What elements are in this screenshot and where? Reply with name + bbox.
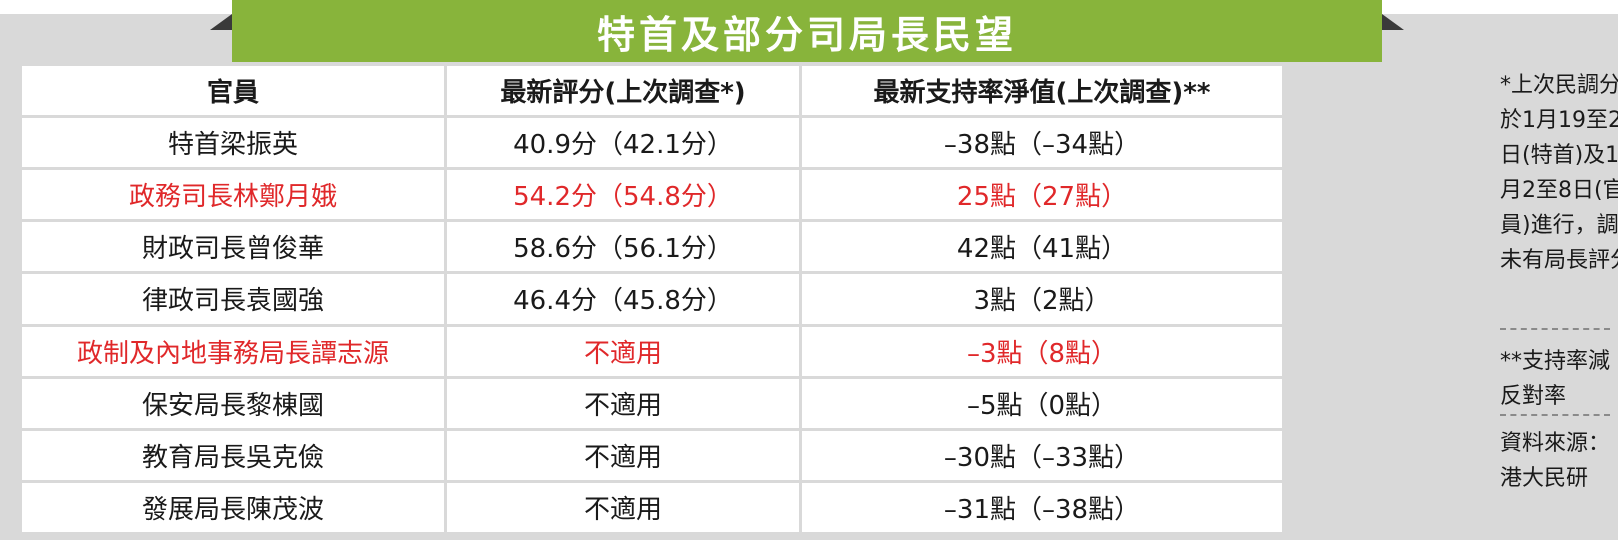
net-support: 3點（2點） [802,274,1282,324]
net-support: 25點（27點） [802,170,1282,220]
rating-score: 54.2分（54.8分） [447,170,799,220]
official-name: 政務司長林鄭月娥 [22,170,444,220]
net-support: –38點（–34點） [802,118,1282,168]
rating-score: 不適用 [447,482,799,532]
table-row: 律政司長袁國強 46.4分（45.8分） 3點（2點） [22,274,1518,324]
source-note: 資料來源： 港大民研 [1500,431,1611,491]
table-row: 教育局長吳克儉 不適用 –30點（–33點） [22,430,1518,480]
official-name: 保安局長黎棟國 [22,378,444,428]
table-header-row: 官員 最新評分(上次調查*) 最新支持率淨值(上次調查)** [22,66,1518,116]
net-definition-note: **支持率減 反對率 [1500,349,1611,409]
table-row: 保安局長黎棟國 不適用 –5點（0點） [22,378,1518,428]
net-support: –30點（–33點） [802,430,1282,480]
rating-score: 不適用 [447,378,799,428]
ratings-table: 官員 最新評分(上次調查*) 最新支持率淨值(上次調查)** 特首梁振英 40.… [22,66,1518,532]
rating-score: 46.4分（45.8分） [447,274,799,324]
note-divider [1500,414,1610,416]
survey-dates-note: *上次民調分別 於1月19至21 日(特首)及1 月2至8日(官 員)進行，調查… [1500,73,1618,273]
title-corner-right [1382,14,1404,30]
footnotes-panel: *上次民調分別 於1月19至21 日(特首)及1 月2至8日(官 員)進行，調查… [1500,66,1618,532]
title-bar: 特首及部分司局長民望 [232,0,1382,62]
table-row: 財政司長曾俊華 58.6分（56.1分） 42點（41點） [22,222,1518,272]
rating-score: 40.9分（42.1分） [447,118,799,168]
header-net-support: 最新支持率淨值(上次調查)** [802,66,1282,116]
net-support: –5點（0點） [802,378,1282,428]
header-official: 官員 [22,66,444,116]
note-divider [1500,328,1610,330]
official-name: 律政司長袁國強 [22,274,444,324]
rating-score: 不適用 [447,430,799,480]
net-support: –31點（–38點） [802,482,1282,532]
table-row: 政務司長林鄭月娥 54.2分（54.8分） 25點（27點） [22,170,1518,220]
table-row: 政制及內地事務局長譚志源 不適用 –3點（8點） [22,326,1518,376]
net-support: 42點（41點） [802,222,1282,272]
table-row: 發展局長陳茂波 不適用 –31點（–38點） [22,482,1518,532]
official-name: 特首梁振英 [22,118,444,168]
table-row: 特首梁振英 40.9分（42.1分） –38點（–34點） [22,118,1518,168]
official-name: 政制及內地事務局長譚志源 [22,326,444,376]
header-latest-score: 最新評分(上次調查*) [447,66,799,116]
official-name: 教育局長吳克儉 [22,430,444,480]
official-name: 發展局長陳茂波 [22,482,444,532]
rating-score: 不適用 [447,326,799,376]
official-name: 財政司長曾俊華 [22,222,444,272]
title-corner-left [210,14,232,30]
page-title: 特首及部分司局長民望 [596,12,1017,57]
net-support: –3點（8點） [802,326,1282,376]
rating-score: 58.6分（56.1分） [447,222,799,272]
